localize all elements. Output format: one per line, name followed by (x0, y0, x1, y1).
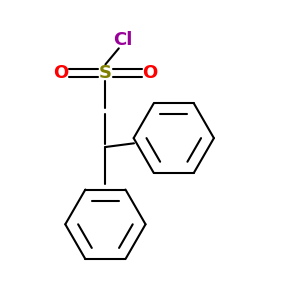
Text: S: S (99, 64, 112, 82)
Text: Cl: Cl (114, 31, 133, 49)
Text: O: O (142, 64, 158, 82)
Text: O: O (53, 64, 68, 82)
